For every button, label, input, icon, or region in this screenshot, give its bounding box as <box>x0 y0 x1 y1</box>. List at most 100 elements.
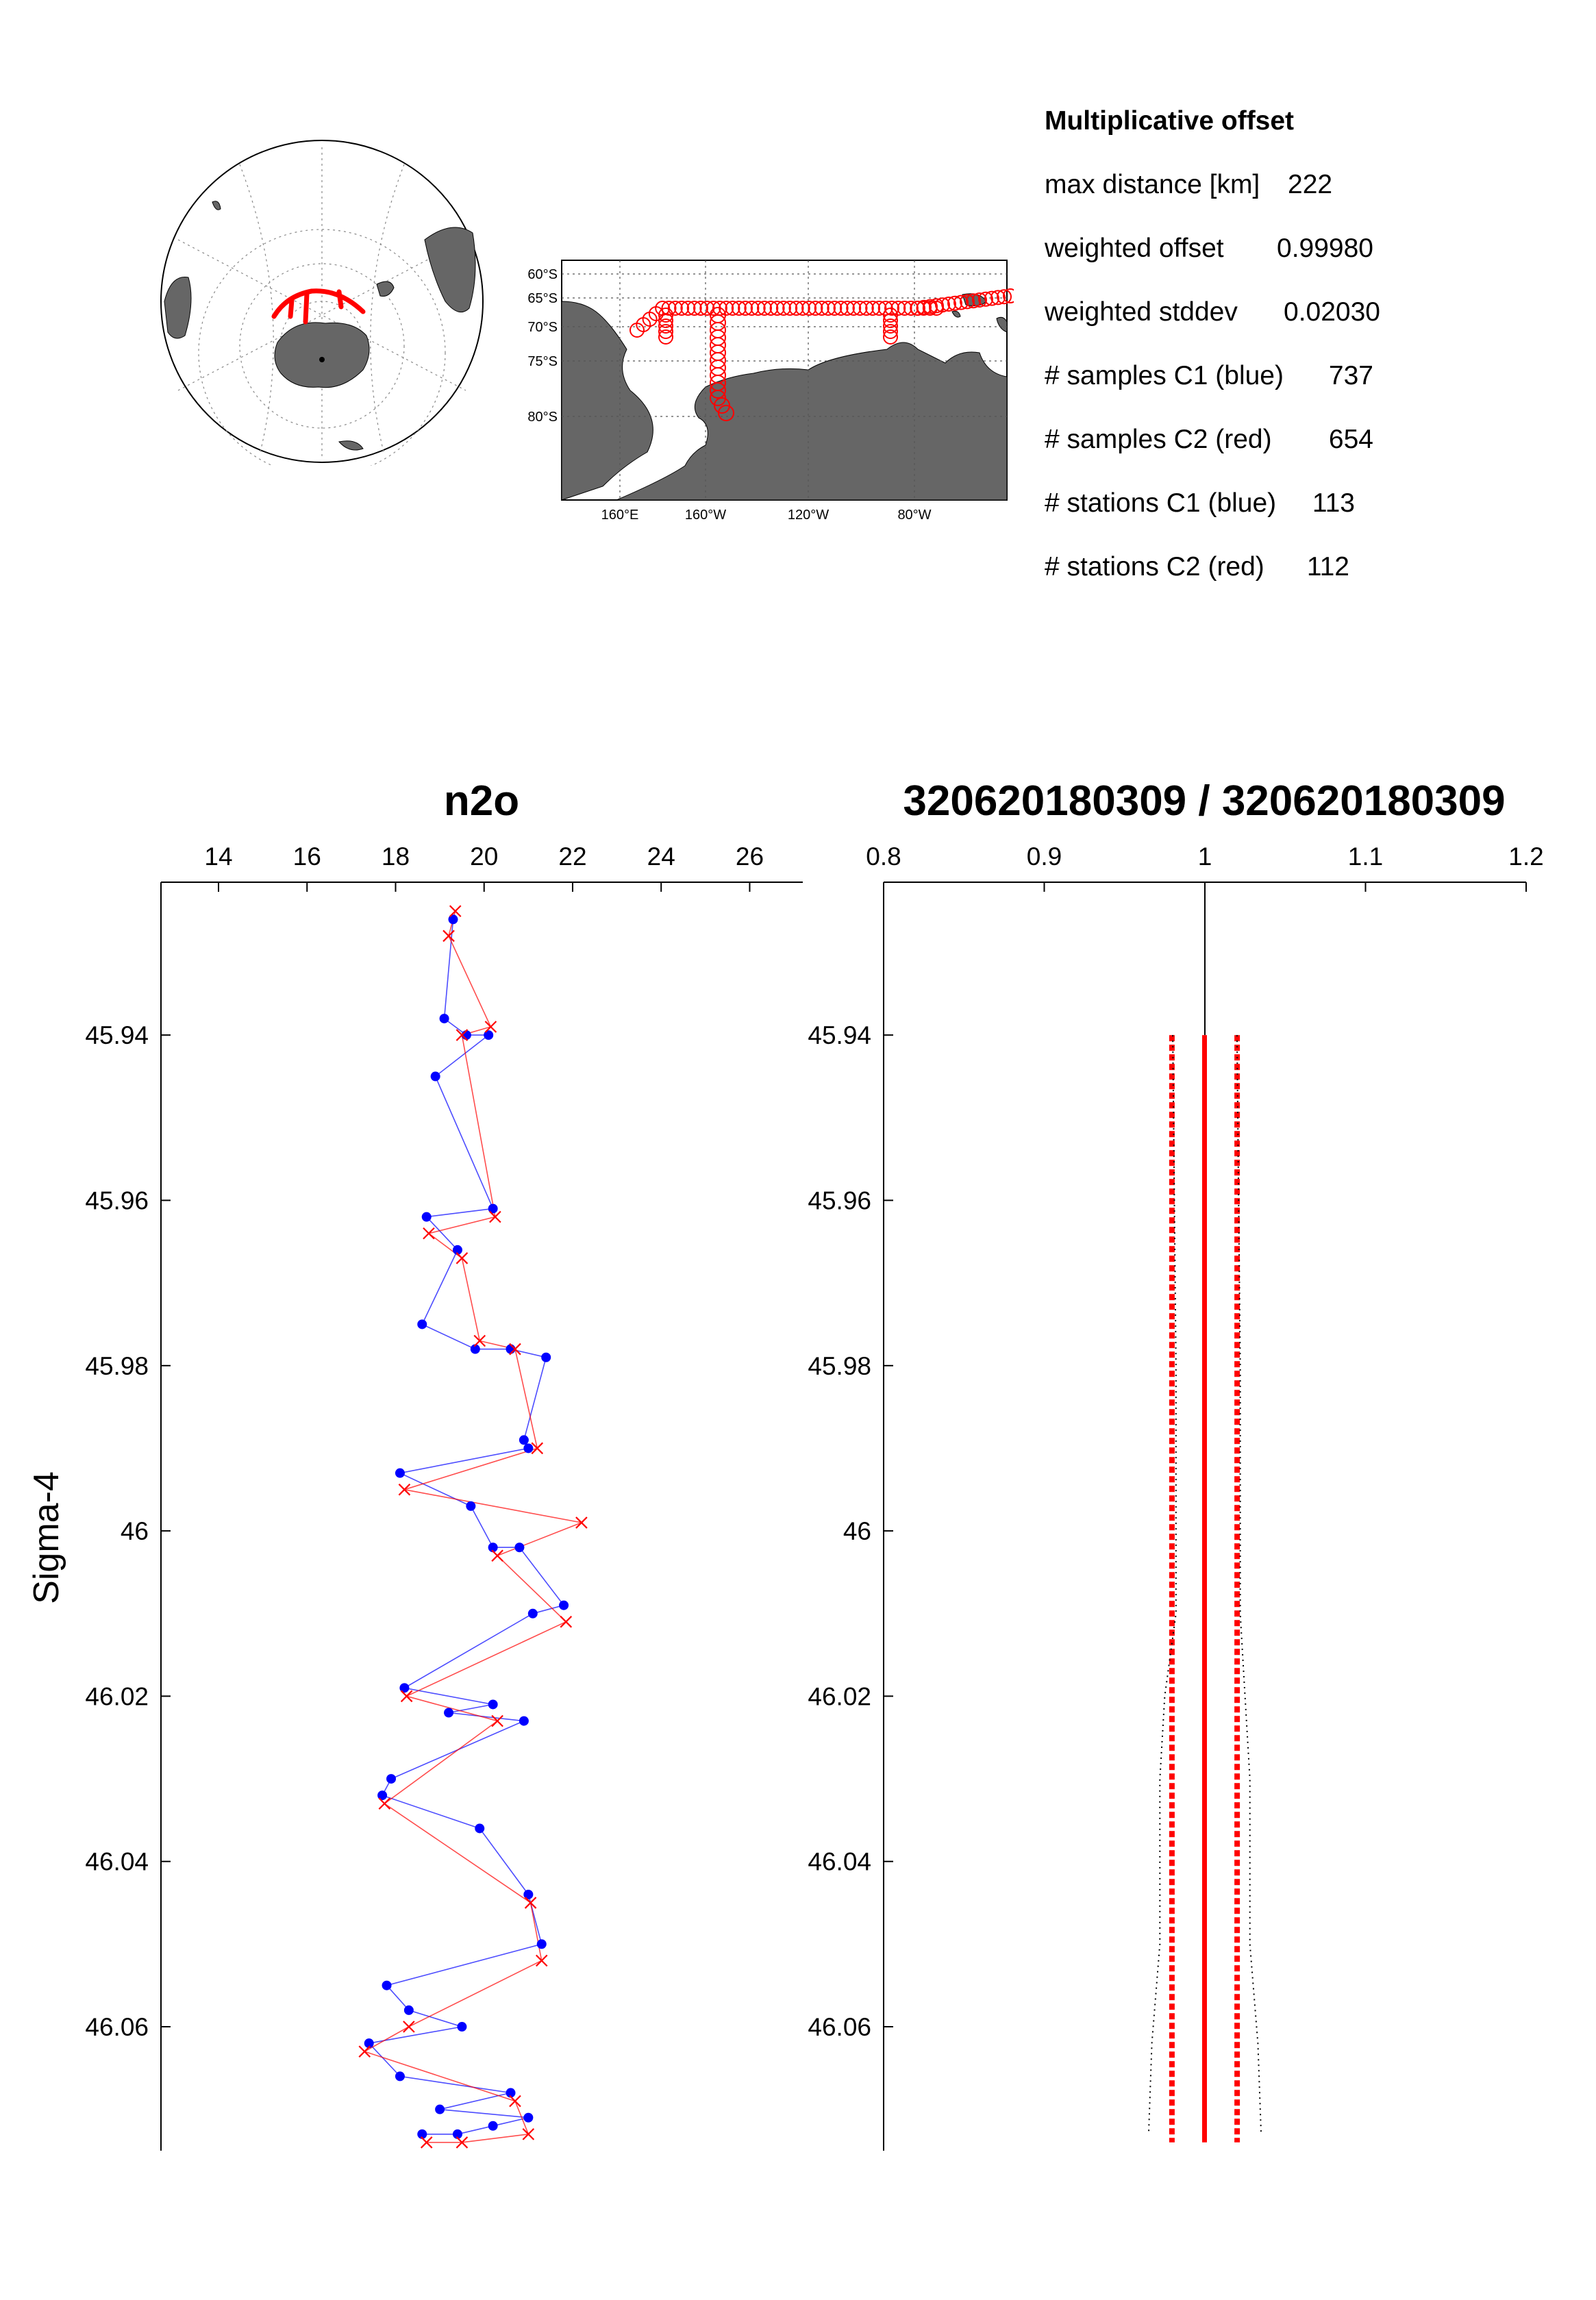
x-marker-stroke <box>491 1714 503 1727</box>
map-station-circle <box>680 301 696 316</box>
map-station-circle <box>935 297 950 313</box>
lat-label: 80°S <box>527 410 558 425</box>
n2o-point-c2 <box>473 1334 486 1347</box>
n2o-point-c1 <box>448 914 458 925</box>
map-station-circle <box>744 301 760 316</box>
n2o-point-c2 <box>456 1029 469 1041</box>
y-axis-label: Sigma-4 <box>27 1471 66 1604</box>
map-station-circle <box>884 301 899 316</box>
n2o-point-c1 <box>421 1212 432 1222</box>
map-station-circle <box>714 397 730 414</box>
n2o-point-c2 <box>575 1516 588 1529</box>
n2o-x-tick-label: 24 <box>647 842 675 871</box>
n2o-y-tick-label: 46.06 <box>85 2013 149 2041</box>
lat-label: 60°S <box>527 267 558 282</box>
map-station-circle <box>658 318 673 334</box>
n2o-y-tick-label: 45.94 <box>85 1021 149 1049</box>
map-station-circle <box>953 295 969 310</box>
stats-row-stations-c2: # stations C2 (red) 112 <box>1045 552 1349 582</box>
map-station-circle <box>782 301 798 316</box>
n2o-point-c1 <box>541 1352 551 1362</box>
ratio-y-tick-label: 45.98 <box>808 1352 871 1380</box>
ratio-x-tick-label: 1.2 <box>1508 842 1543 871</box>
n2o-point-c2 <box>423 1227 435 1240</box>
lon-label: 160°W <box>685 508 726 523</box>
n2o-point-c1 <box>514 1542 525 1553</box>
map-station-circle <box>865 301 881 316</box>
n2o-y-tick-label: 45.98 <box>85 1352 149 1380</box>
map-station-circle <box>947 295 962 311</box>
n2o-point-c1 <box>395 2071 405 2082</box>
n2o-point-c1 <box>417 2129 427 2139</box>
map-station-circle <box>710 382 726 399</box>
map-station-circle <box>883 324 898 339</box>
map-station-circle <box>910 301 925 316</box>
regional-graticule <box>562 260 1007 500</box>
n2o-y-tick-label: 45.96 <box>85 1187 149 1215</box>
profile-charts: n2o Sigma-4 14 16 18 20 22 24 26 45.94 45.96 45.… <box>27 777 1544 2151</box>
n2o-point-c1 <box>523 2112 534 2123</box>
map-station-circle <box>966 293 981 309</box>
n2o-point-c2 <box>403 2021 415 2033</box>
n2o-point-c2 <box>400 1690 413 1703</box>
n2o-point-c1 <box>452 2129 462 2139</box>
n2o-point-c2 <box>560 1616 573 1628</box>
map-station-circle <box>763 301 779 316</box>
map-station-circle <box>978 291 993 307</box>
map-station-circle <box>972 292 987 308</box>
map-station-circle <box>821 301 836 316</box>
n2o-point-c1 <box>399 1683 410 1693</box>
ratio-profile-chart: 320620180309 / 320620180309 0.8 0.9 1 1.1 1.… <box>808 777 1544 2151</box>
map-station-circle <box>984 290 999 306</box>
n2o-point-c1 <box>466 1501 476 1511</box>
n2o-point-c2 <box>420 2136 433 2149</box>
n2o-point-c1 <box>488 1699 498 1710</box>
ratio-series-line <box>1147 1035 1177 2134</box>
map-station-circle <box>1003 288 1014 303</box>
map-station-circle <box>929 298 944 314</box>
x-marker-stroke <box>522 2128 535 2140</box>
n2o-profile-line <box>363 910 584 2143</box>
lat-label: 70°S <box>527 320 558 335</box>
map-station-circle <box>846 301 862 316</box>
stats-title: Multiplicative offset <box>1045 106 1295 136</box>
x-marker-stroke <box>456 2136 469 2149</box>
n2o-point-c1 <box>395 1468 405 1478</box>
n2o-x-tick-label: 26 <box>736 842 764 871</box>
map-station-circle <box>769 301 785 316</box>
lat-label: 65°S <box>527 291 558 306</box>
x-marker-stroke <box>403 2021 415 2033</box>
n2o-point-c2 <box>531 1442 544 1455</box>
regional-land <box>561 293 1008 501</box>
map-station-circle <box>731 301 747 316</box>
map-station-circle <box>738 301 753 316</box>
polar-globe-map <box>160 140 484 466</box>
n2o-point-c1 <box>386 1774 397 1784</box>
map-station-circle <box>788 301 804 316</box>
n2o-point-c2 <box>398 1484 411 1496</box>
n2o-point-c2 <box>378 1797 391 1810</box>
n2o-chart-title: n2o <box>444 777 519 825</box>
n2o-point-c1 <box>523 1443 534 1453</box>
regional-lat-labels: 60°S 65°S 70°S 75°S 80°S <box>527 267 558 425</box>
n2o-point-c1 <box>452 1245 462 1255</box>
x-marker-stroke <box>575 1516 588 1529</box>
stats-row-weighted-offset: weighted offset 0.99980 <box>1045 234 1373 263</box>
map-station-circle <box>883 318 898 334</box>
n2o-point-c2 <box>509 2095 521 2108</box>
map-station-circle <box>960 294 975 310</box>
n2o-point-c1 <box>506 1344 516 1354</box>
map-station-circle <box>658 308 673 323</box>
x-marker-stroke <box>535 1954 548 1967</box>
map-station-circle <box>997 289 1012 305</box>
n2o-point-c1 <box>475 1823 485 1834</box>
n2o-point-c1 <box>519 1716 529 1726</box>
n2o-profile-line <box>368 919 565 2135</box>
x-marker-stroke <box>449 905 462 918</box>
ratio-series-line <box>1236 1035 1262 2134</box>
n2o-point-c1 <box>403 2005 414 2015</box>
map-station-circle <box>718 405 734 421</box>
lon-label: 120°W <box>788 508 829 523</box>
map-station-circle <box>658 313 673 328</box>
map-station-circle <box>990 290 1006 305</box>
